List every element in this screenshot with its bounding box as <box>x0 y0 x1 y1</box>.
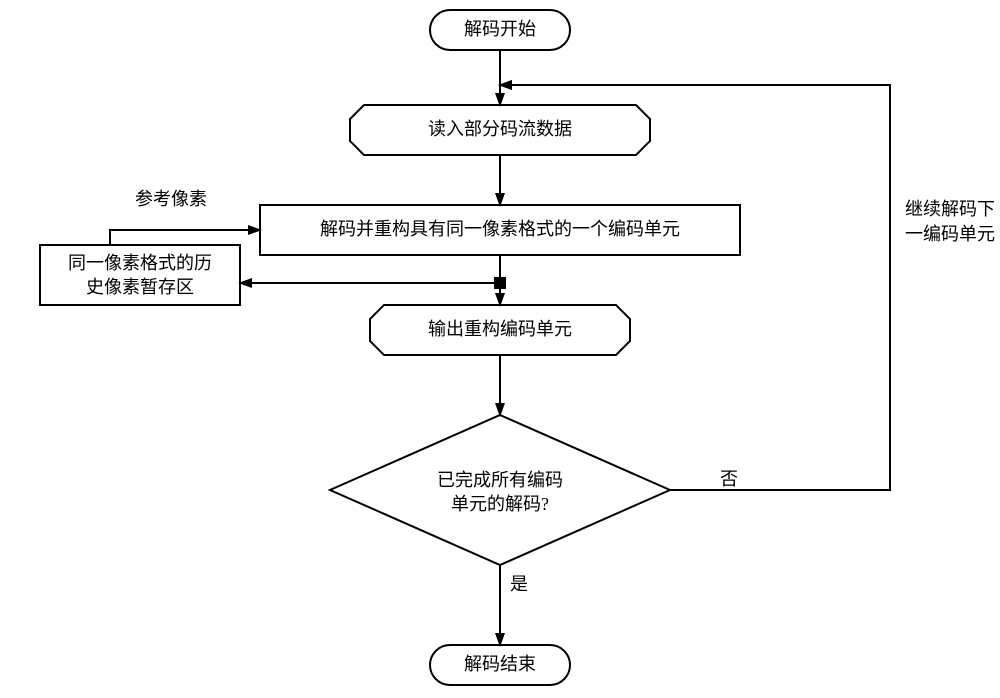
svg-text:输出重构编码单元: 输出重构编码单元 <box>428 319 572 339</box>
svg-text:解码开始: 解码开始 <box>464 19 536 39</box>
flowchart-canvas: 解码开始读入部分码流数据解码并重构具有同一像素格式的一个编码单元同一像素格式的历… <box>0 0 1000 698</box>
svg-text:史像素暂存区: 史像素暂存区 <box>86 277 194 297</box>
label-no: 否 <box>720 469 738 489</box>
svg-text:单元的解码?: 单元的解码? <box>451 494 549 514</box>
svg-text:读入部分码流数据: 读入部分码流数据 <box>428 119 572 139</box>
edge-buffer-to-decode <box>110 230 260 245</box>
svg-text:同一像素格式的历: 同一像素格式的历 <box>68 253 212 273</box>
svg-text:已完成所有编码: 已完成所有编码 <box>437 470 563 490</box>
label-loop2: 一编码单元 <box>905 224 995 244</box>
label-ref_pixel: 参考像素 <box>135 189 207 209</box>
svg-text:解码并重构具有同一像素格式的一个编码单元: 解码并重构具有同一像素格式的一个编码单元 <box>320 219 680 239</box>
label-yes: 是 <box>510 574 528 594</box>
label-loop1: 继续解码下 <box>905 199 995 219</box>
svg-text:解码结束: 解码结束 <box>464 654 536 674</box>
